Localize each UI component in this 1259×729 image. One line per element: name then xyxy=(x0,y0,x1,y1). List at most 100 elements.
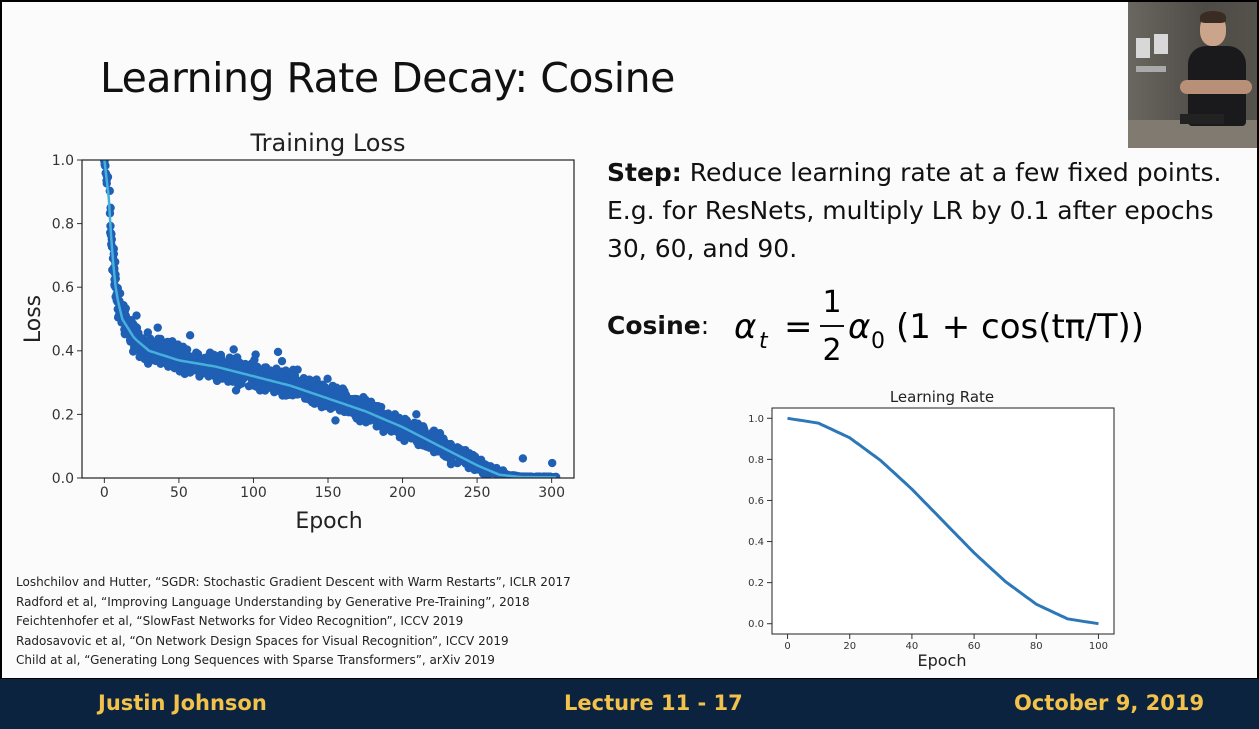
formula-denominator: 2 xyxy=(822,333,841,368)
y-tick-label: 0.2 xyxy=(52,407,74,423)
step-label: Step: xyxy=(607,158,682,187)
reference-item: Child at al, “Generating Long Sequences … xyxy=(16,653,495,667)
step-description: Step: Reduce learning rate at a few fixe… xyxy=(607,154,1247,268)
loss-point xyxy=(314,384,324,393)
formula-numerator: 1 xyxy=(822,285,841,320)
loss-point xyxy=(379,427,388,437)
lr-xlabel: Epoch xyxy=(918,651,967,670)
loss-point xyxy=(412,410,421,419)
loss-point xyxy=(455,457,464,466)
slide-title: Learning Rate Decay: Cosine xyxy=(100,54,675,102)
loss-point xyxy=(372,422,381,431)
formula-alpha-t: α xyxy=(734,307,756,347)
loss-xlabel: Epoch xyxy=(295,509,362,534)
loss-point xyxy=(229,345,238,354)
loss-point xyxy=(219,369,228,379)
learning-rate-chart: Learning Rate 0 20 40 60 80 100 0.0 0.2 0.4 0.6 0.… xyxy=(748,388,1115,670)
y-tick-label: 0.4 xyxy=(748,537,764,548)
x-tick-label: 250 xyxy=(464,485,491,501)
loss-point xyxy=(221,358,230,367)
loss-point xyxy=(328,381,337,391)
lr-plot-frame xyxy=(771,407,1115,635)
y-tick-label: 1.0 xyxy=(52,153,74,169)
loss-point xyxy=(331,416,340,425)
loss-point xyxy=(281,376,291,385)
x-tick-label: 200 xyxy=(389,485,416,501)
loss-point xyxy=(384,421,393,431)
x-tick-label: 50 xyxy=(170,485,188,501)
x-tick-label: 150 xyxy=(315,485,342,501)
loss-point xyxy=(176,346,185,355)
x-tick-label: 60 xyxy=(968,641,981,652)
footer-lecture: Lecture 11 - 17 xyxy=(564,691,743,715)
x-tick-label: 300 xyxy=(538,485,565,501)
loss-point xyxy=(272,364,281,373)
loss-point xyxy=(153,323,162,332)
x-tick-label: 80 xyxy=(1030,641,1043,652)
loss-point xyxy=(437,438,446,447)
loss-point xyxy=(227,372,237,382)
loss-point xyxy=(302,394,311,403)
loss-point xyxy=(431,430,440,440)
loss-point xyxy=(445,453,455,462)
loss-point xyxy=(413,425,422,435)
title-separator: : xyxy=(514,54,541,102)
reference-item: Loshchilov and Hutter, “SGDR: Stochastic… xyxy=(16,575,571,589)
loss-smoothed-line xyxy=(103,160,557,478)
x-tick-label: 40 xyxy=(906,641,919,652)
loss-point xyxy=(277,356,287,366)
reference-item: Radford et al, “Improving Language Under… xyxy=(16,594,530,609)
loss-chart-title: Training Loss xyxy=(250,129,406,157)
loss-point xyxy=(478,469,488,478)
loss-point xyxy=(318,401,328,410)
cosine-colon: : xyxy=(700,311,710,340)
footer-date: October 9, 2019 xyxy=(1014,691,1205,715)
y-tick-label: 0.2 xyxy=(748,578,764,589)
loss-point xyxy=(273,347,283,357)
loss-point xyxy=(381,410,390,419)
loss-point xyxy=(397,427,406,436)
loss-scatter-points xyxy=(100,160,561,478)
loss-point xyxy=(229,357,239,366)
loss-point xyxy=(547,458,557,468)
loss-point xyxy=(470,465,479,475)
y-tick-label: 0.0 xyxy=(748,619,764,630)
loss-point xyxy=(210,352,219,361)
loss-point xyxy=(238,364,247,373)
cosine-label-text: Cosine xyxy=(607,311,701,340)
loss-point xyxy=(146,334,155,343)
loss-point xyxy=(288,372,297,381)
loss-point xyxy=(355,400,364,409)
loss-point xyxy=(128,319,138,328)
loss-point xyxy=(181,351,191,361)
x-tick-label: 100 xyxy=(1089,641,1108,652)
webcam-video-inset xyxy=(1128,2,1257,148)
loss-point xyxy=(323,374,332,383)
reference-item: Feichtenhofer et al, “SlowFast Networks … xyxy=(16,614,464,628)
y-tick-label: 0.8 xyxy=(748,455,764,466)
training-loss-chart: Training Loss 0 50 100 150 200 250 300 0.0 0.2 0.… xyxy=(21,129,575,534)
title-main: Learning Rate Decay xyxy=(100,54,515,102)
loss-point xyxy=(170,363,179,373)
x-tick-label: 0 xyxy=(100,485,109,501)
formula-rest: (1 + cos(tπ/T)) xyxy=(896,307,1144,347)
loss-point xyxy=(131,342,141,351)
loss-point xyxy=(153,342,162,352)
footer-author: Justin Johnson xyxy=(98,691,267,715)
loss-point xyxy=(189,352,198,362)
slide-footer: Justin Johnson Lecture 11 - 17 October 9… xyxy=(0,679,1259,729)
loss-ylabel: Loss xyxy=(21,295,46,343)
loss-plot-frame xyxy=(81,159,575,479)
cosine-label: Cosine: xyxy=(607,311,709,340)
formula-sub-t: t xyxy=(759,329,769,354)
lr-line xyxy=(787,416,1099,626)
loss-point xyxy=(181,365,191,374)
loss-point xyxy=(400,436,409,446)
y-tick-label: 0.6 xyxy=(748,496,764,507)
y-tick-label: 0.0 xyxy=(52,471,74,487)
loss-point xyxy=(518,454,528,463)
loss-point xyxy=(395,415,404,424)
loss-point xyxy=(309,376,318,386)
loss-point xyxy=(231,386,241,395)
loss-point xyxy=(163,337,172,347)
